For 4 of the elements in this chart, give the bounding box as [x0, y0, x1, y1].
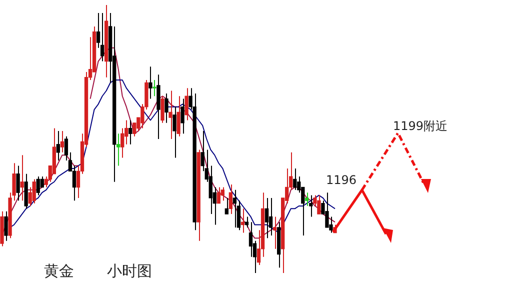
annotation: 小时图 [107, 262, 152, 281]
annotation: 1196 [326, 173, 357, 187]
annotation: 黄金 [44, 262, 74, 281]
text: 1199附近 [393, 118, 448, 135]
